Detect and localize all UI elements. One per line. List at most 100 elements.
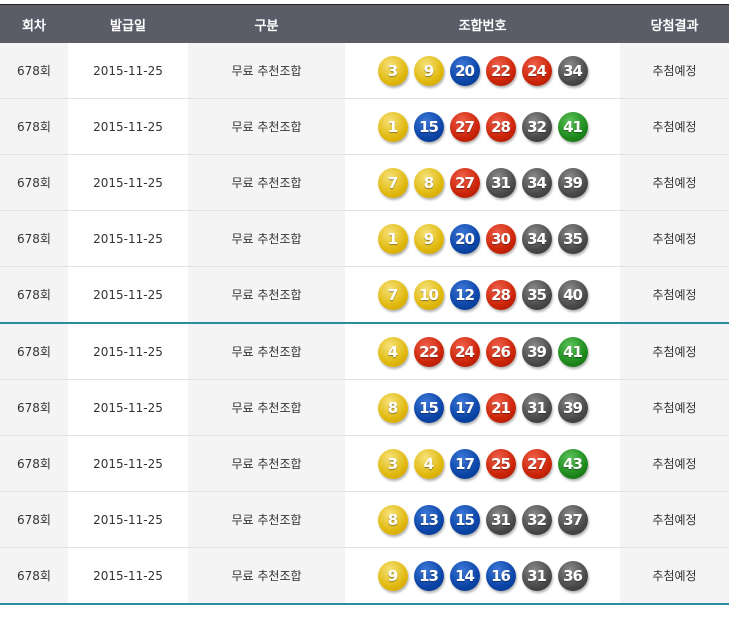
numbers-cell: 8 15 17 21 31 39 — [345, 379, 620, 436]
lotto-ball: 15 — [413, 111, 444, 142]
date-cell: 2015-11-25 — [68, 266, 188, 324]
lotto-ball: 39 — [557, 392, 588, 423]
lotto-ball: 32 — [521, 504, 552, 535]
result-cell: 추첨예정 — [620, 154, 729, 211]
type-cell: 무료 추천조합 — [188, 43, 345, 99]
round-cell: 678회 — [0, 323, 68, 380]
lotto-ball: 8 — [413, 167, 444, 198]
type-cell: 무료 추천조합 — [188, 98, 345, 155]
date-cell: 2015-11-25 — [68, 43, 188, 99]
lotto-ball: 13 — [413, 560, 444, 591]
lotto-ball: 1 — [377, 223, 408, 254]
lotto-ball: 8 — [377, 392, 408, 423]
numbers-cell: 8 13 15 31 32 37 — [345, 491, 620, 548]
table-row: 678회 2015-11-25 무료 추천조합 8 13 15 31 32 37 추첨예정 — [0, 491, 729, 548]
type-cell: 무료 추천조합 — [188, 154, 345, 211]
type-cell: 무료 추천조합 — [188, 491, 345, 548]
lotto-ball: 17 — [449, 448, 480, 479]
round-cell: 678회 — [0, 266, 68, 324]
numbers-cell: 1 9 20 30 34 35 — [345, 210, 620, 267]
date-cell: 2015-11-25 — [68, 98, 188, 155]
lotto-ball: 1 — [377, 111, 408, 142]
round-cell: 678회 — [0, 435, 68, 492]
lotto-ball: 36 — [557, 560, 588, 591]
table-row: 678회 2015-11-25 무료 추천조합 8 15 17 21 31 39 추첨예정 — [0, 379, 729, 436]
lotto-ball: 8 — [377, 504, 408, 535]
header-type: 구분 — [188, 4, 345, 43]
lotto-combination-table: 회차 발급일 구분 조합번호 당첨결과 678회 2015-11-25 무료 추천조… — [0, 4, 729, 605]
lotto-ball: 41 — [557, 336, 588, 367]
lotto-ball: 27 — [521, 448, 552, 479]
date-cell: 2015-11-25 — [68, 379, 188, 436]
result-cell: 추첨예정 — [620, 547, 729, 605]
type-cell: 무료 추천조합 — [188, 266, 345, 324]
lotto-ball: 31 — [485, 167, 516, 198]
lotto-ball: 37 — [557, 504, 588, 535]
result-cell: 추첨예정 — [620, 266, 729, 324]
table-row: 678회 2015-11-25 무료 추천조합 7 10 12 28 35 40 추첨예정 — [0, 266, 729, 324]
lotto-ball: 28 — [485, 111, 516, 142]
round-cell: 678회 — [0, 491, 68, 548]
round-cell: 678회 — [0, 210, 68, 267]
result-cell: 추첨예정 — [620, 323, 729, 380]
lotto-ball: 27 — [449, 111, 480, 142]
lotto-ball: 14 — [449, 560, 480, 591]
table-header: 회차 발급일 구분 조합번호 당첨결과 — [0, 4, 729, 43]
type-cell: 무료 추천조합 — [188, 435, 345, 492]
lotto-ball: 12 — [449, 279, 480, 310]
lotto-ball: 34 — [521, 167, 552, 198]
lotto-ball: 21 — [485, 392, 516, 423]
table-row: 678회 2015-11-25 무료 추천조합 9 13 14 16 31 36 추첨예정 — [0, 547, 729, 605]
numbers-cell: 7 8 27 31 34 39 — [345, 154, 620, 211]
date-cell: 2015-11-25 — [68, 323, 188, 380]
numbers-cell: 9 13 14 16 31 36 — [345, 547, 620, 605]
date-cell: 2015-11-25 — [68, 210, 188, 267]
table-row: 678회 2015-11-25 무료 추천조합 1 9 20 30 34 35 추첨예정 — [0, 210, 729, 267]
result-cell: 추첨예정 — [620, 491, 729, 548]
lotto-ball: 13 — [413, 504, 444, 535]
table-row: 678회 2015-11-25 무료 추천조합 4 22 24 26 39 41 추첨예정 — [0, 323, 729, 380]
result-cell: 추첨예정 — [620, 435, 729, 492]
round-cell: 678회 — [0, 379, 68, 436]
date-cell: 2015-11-25 — [68, 491, 188, 548]
lotto-ball: 28 — [485, 279, 516, 310]
table-row: 678회 2015-11-25 무료 추천조합 1 15 27 28 32 41 추첨예정 — [0, 98, 729, 155]
round-cell: 678회 — [0, 547, 68, 605]
lotto-ball: 9 — [413, 223, 444, 254]
lotto-ball: 22 — [413, 336, 444, 367]
date-cell: 2015-11-25 — [68, 435, 188, 492]
header-result: 당첨결과 — [620, 4, 729, 43]
numbers-cell: 3 9 20 22 24 34 — [345, 43, 620, 99]
lotto-ball: 4 — [413, 448, 444, 479]
round-cell: 678회 — [0, 43, 68, 99]
round-cell: 678회 — [0, 98, 68, 155]
lotto-ball: 24 — [521, 55, 552, 86]
lotto-ball: 34 — [521, 223, 552, 254]
result-cell: 추첨예정 — [620, 98, 729, 155]
numbers-cell: 3 4 17 25 27 43 — [345, 435, 620, 492]
lotto-ball: 39 — [557, 167, 588, 198]
numbers-cell: 1 15 27 28 32 41 — [345, 98, 620, 155]
lotto-ball: 27 — [449, 167, 480, 198]
result-cell: 추첨예정 — [620, 210, 729, 267]
lotto-ball: 3 — [377, 448, 408, 479]
lotto-ball: 7 — [377, 167, 408, 198]
lotto-ball: 16 — [485, 560, 516, 591]
type-cell: 무료 추천조합 — [188, 379, 345, 436]
date-cell: 2015-11-25 — [68, 154, 188, 211]
lotto-ball: 17 — [449, 392, 480, 423]
table-row: 678회 2015-11-25 무료 추천조합 7 8 27 31 34 39 추첨예정 — [0, 154, 729, 211]
lotto-ball: 39 — [521, 336, 552, 367]
lotto-ball: 3 — [377, 55, 408, 86]
type-cell: 무료 추천조합 — [188, 323, 345, 380]
lotto-ball: 26 — [485, 336, 516, 367]
header-date: 발급일 — [68, 4, 188, 43]
table-row: 678회 2015-11-25 무료 추천조합 3 9 20 22 24 34 추첨예정 — [0, 43, 729, 99]
lotto-ball: 25 — [485, 448, 516, 479]
lotto-ball: 9 — [377, 560, 408, 591]
lotto-ball: 35 — [521, 279, 552, 310]
result-cell: 추첨예정 — [620, 43, 729, 99]
lotto-ball: 32 — [521, 111, 552, 142]
lotto-ball: 15 — [449, 504, 480, 535]
lotto-ball: 22 — [485, 55, 516, 86]
